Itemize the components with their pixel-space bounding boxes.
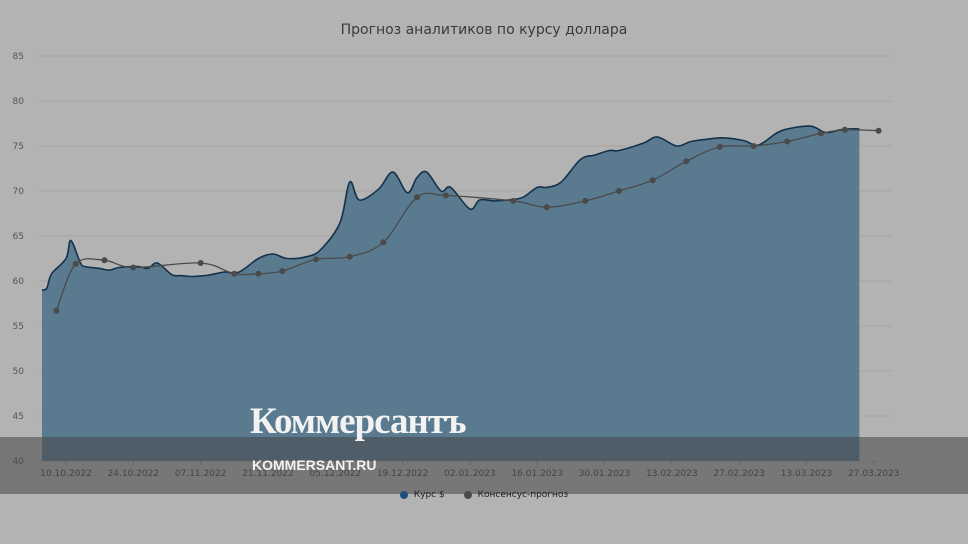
watermark-logo: Коммерсантъ bbox=[250, 401, 467, 442]
forecast-point bbox=[72, 260, 79, 267]
y-tick-label: 65 bbox=[13, 232, 24, 242]
legend-dot-icon bbox=[463, 491, 472, 499]
forecast-point bbox=[582, 197, 589, 204]
watermark-band bbox=[0, 437, 968, 494]
legend-label-forecast: Консенсус-прогноз bbox=[477, 490, 569, 500]
forecast-point bbox=[279, 268, 286, 275]
forecast-point bbox=[414, 194, 421, 201]
forecast-point bbox=[543, 204, 550, 211]
forecast-point bbox=[53, 307, 60, 314]
forecast-point bbox=[841, 126, 848, 133]
forecast-point bbox=[101, 257, 108, 264]
y-tick-label: 80 bbox=[13, 97, 25, 107]
legend-item-forecast[interactable]: Консенсус-прогноз bbox=[463, 490, 569, 500]
legend-label-usd: Курс $ bbox=[413, 490, 445, 500]
forecast-point bbox=[231, 270, 238, 277]
y-tick-label: 85 bbox=[13, 52, 24, 62]
y-tick-label: 50 bbox=[13, 367, 25, 377]
forecast-point bbox=[875, 127, 882, 134]
y-axis-ticks: 40455055606570758085 bbox=[13, 52, 25, 467]
forecast-point bbox=[313, 256, 320, 263]
usd-line bbox=[41, 125, 860, 291]
chart-title: Прогноз аналитиков по курсу доллара bbox=[340, 22, 628, 38]
watermark-url[interactable]: KOMMERSANT.RU bbox=[252, 457, 377, 473]
usd-rate-area bbox=[41, 125, 860, 462]
legend-dot-icon bbox=[399, 491, 408, 499]
forecast-point bbox=[750, 143, 757, 149]
forecast-point bbox=[130, 264, 137, 271]
forecast-point bbox=[649, 177, 656, 184]
forecast-point bbox=[255, 270, 262, 277]
y-tick-label: 55 bbox=[13, 322, 24, 332]
usd-area-fill bbox=[42, 125, 860, 462]
forecast-point bbox=[784, 138, 791, 145]
forecast-point bbox=[346, 253, 353, 260]
forecast-line bbox=[53, 126, 882, 314]
y-tick-label: 75 bbox=[13, 142, 24, 152]
forecast-point bbox=[442, 192, 449, 199]
forecast-point bbox=[683, 158, 690, 165]
forecast-point bbox=[197, 260, 204, 266]
forecast-point bbox=[716, 143, 723, 150]
forecast-point bbox=[380, 239, 387, 246]
chart-legend: Курс $ Консенсус-прогноз bbox=[0, 490, 968, 502]
y-tick-label: 70 bbox=[13, 187, 25, 197]
y-tick-label: 45 bbox=[13, 412, 24, 422]
forecast-point bbox=[817, 130, 824, 137]
forecast-point bbox=[615, 188, 622, 194]
y-tick-label: 60 bbox=[13, 277, 25, 287]
legend-item-usd[interactable]: Курс $ bbox=[399, 490, 445, 500]
forecast-point bbox=[510, 197, 517, 204]
